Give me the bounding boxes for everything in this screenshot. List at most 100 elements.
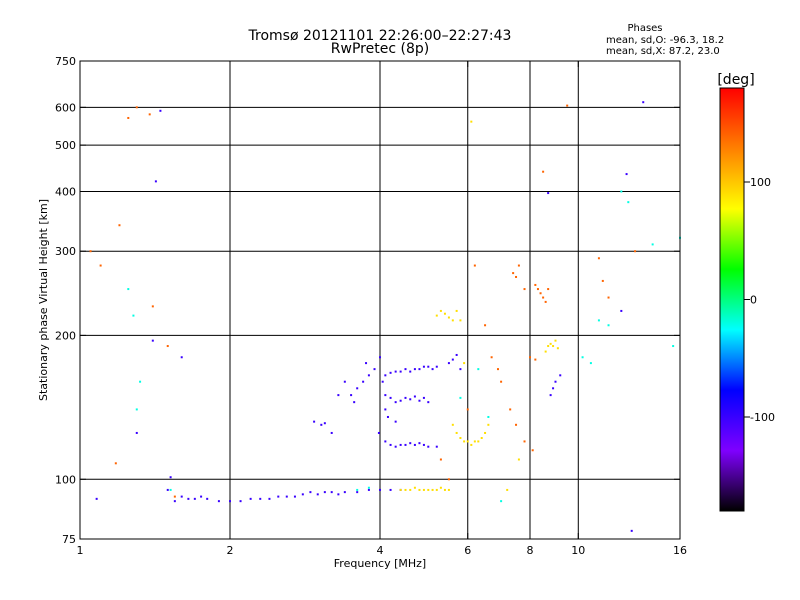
data-point: [544, 300, 547, 303]
data-point: [601, 279, 604, 282]
data-point: [135, 408, 138, 411]
data-point: [169, 488, 172, 491]
data-point: [413, 443, 416, 446]
data-point: [607, 324, 610, 327]
data-point: [229, 500, 231, 503]
data-point: [500, 380, 503, 383]
grid-lines: [80, 61, 680, 539]
data-point: [459, 319, 462, 322]
x-axis-label: Frequency [MHz]: [334, 557, 426, 570]
data-point: [135, 431, 138, 434]
data-point: [422, 396, 425, 399]
data-point: [404, 368, 407, 371]
data-point: [413, 395, 416, 398]
data-point: [330, 431, 333, 434]
data-point: [166, 488, 169, 491]
data-point: [427, 365, 430, 368]
data-point: [427, 488, 430, 491]
data-point: [484, 431, 487, 434]
data-point: [409, 398, 412, 401]
data-point: [451, 319, 454, 322]
y-tick-label: 750: [55, 55, 76, 68]
data-point: [394, 401, 397, 404]
data-point: [515, 423, 518, 426]
data-point: [362, 380, 365, 383]
data-point: [217, 500, 220, 503]
data-point: [399, 488, 402, 491]
data-point: [384, 394, 387, 397]
data-point: [549, 394, 552, 397]
colorbar-tick-label: 0: [750, 294, 757, 307]
data-point: [259, 497, 262, 500]
data-point: [399, 443, 402, 446]
data-point: [154, 180, 157, 183]
data-point: [151, 339, 154, 342]
data-point: [463, 362, 466, 365]
data-point: [439, 309, 442, 312]
data-point: [547, 345, 550, 348]
data-point: [630, 529, 633, 532]
data-point: [367, 374, 370, 377]
data-point: [542, 296, 545, 299]
data-point: [435, 445, 438, 448]
data-point: [515, 275, 518, 278]
data-point: [672, 345, 675, 348]
data-point: [455, 353, 458, 356]
x-tick-label: 4: [377, 544, 384, 557]
data-point: [386, 415, 389, 418]
data-point: [99, 264, 102, 267]
data-point: [127, 116, 130, 119]
data-point: [487, 423, 490, 426]
data-point: [466, 440, 469, 443]
colorbar-tick-label: -100: [750, 411, 775, 424]
data-point: [418, 442, 421, 445]
data-point: [422, 443, 425, 446]
data-point: [173, 495, 176, 498]
data-point: [431, 368, 434, 371]
data-point: [447, 362, 450, 365]
data-point: [439, 486, 442, 489]
data-point: [552, 345, 555, 348]
data-point: [316, 493, 319, 496]
data-point: [620, 309, 623, 312]
data-point: [418, 399, 421, 402]
data-point: [439, 458, 442, 461]
data-point: [384, 408, 387, 411]
data-point: [118, 224, 121, 227]
data-point: [435, 488, 438, 491]
data-point: [581, 356, 584, 359]
data-point: [589, 362, 592, 365]
data-point: [367, 488, 370, 491]
data-point: [330, 491, 333, 494]
data-point: [496, 368, 499, 371]
data-point: [409, 488, 412, 491]
data-point: [409, 442, 412, 445]
data-point: [552, 387, 555, 390]
data-point: [337, 493, 340, 496]
data-point: [620, 190, 623, 193]
y-tick-label: 200: [55, 329, 76, 342]
data-point: [470, 120, 473, 123]
data-point: [404, 396, 407, 399]
y-axis-label: Stationary phase Virtual Height [km]: [37, 199, 50, 401]
data-point: [132, 314, 135, 317]
data-point: [487, 415, 490, 418]
data-point: [389, 488, 392, 491]
data-point: [459, 368, 462, 371]
data-point: [95, 497, 98, 500]
data-point: [451, 358, 454, 361]
data-point: [379, 356, 381, 359]
data-point: [556, 347, 559, 350]
data-point: [320, 423, 323, 426]
data-point: [343, 491, 346, 494]
data-point: [447, 478, 450, 481]
data-point: [180, 495, 183, 498]
data-point: [356, 488, 359, 491]
data-point: [554, 380, 557, 383]
data-point: [443, 312, 446, 315]
data-point: [389, 371, 392, 374]
data-point: [529, 356, 531, 359]
data-point: [200, 495, 203, 498]
data-point: [625, 173, 628, 176]
